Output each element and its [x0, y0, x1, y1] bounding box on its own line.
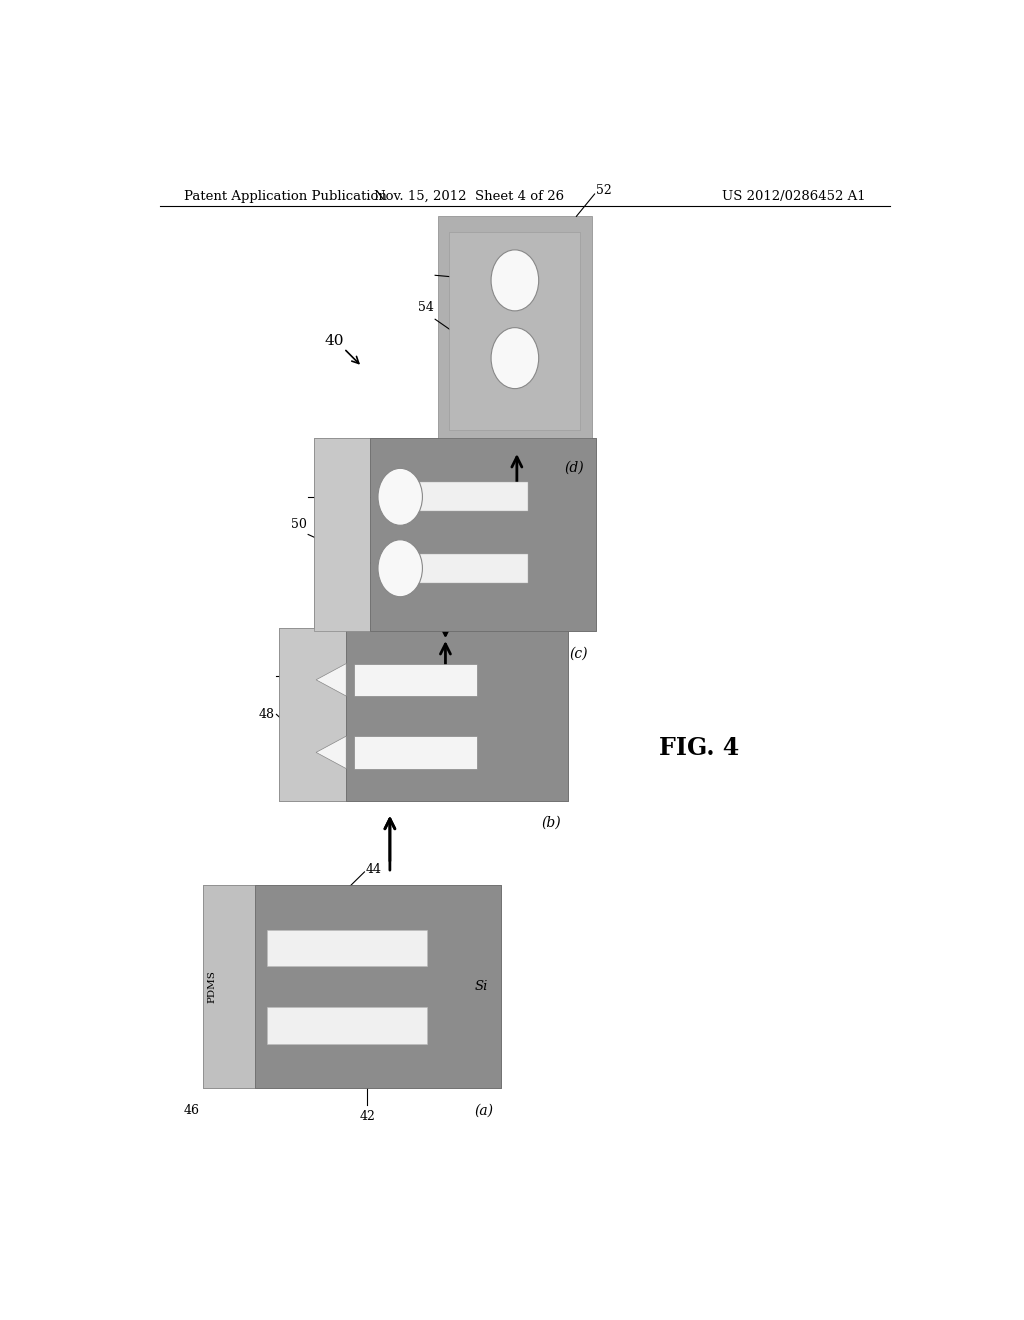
Bar	[370, 438, 596, 631]
Text: Si: Si	[474, 981, 487, 993]
Text: (b): (b)	[541, 816, 560, 830]
Text: (c): (c)	[569, 647, 588, 660]
Text: 52: 52	[596, 185, 612, 198]
Text: US 2012/0286452 A1: US 2012/0286452 A1	[722, 190, 866, 202]
Bar	[314, 438, 370, 631]
Text: FIG. 4: FIG. 4	[659, 737, 739, 760]
Text: 46: 46	[183, 1105, 200, 1117]
Bar	[204, 886, 501, 1089]
Bar	[267, 929, 427, 966]
Text: 54: 54	[418, 301, 433, 314]
Bar	[388, 554, 528, 582]
Polygon shape	[316, 737, 346, 768]
Text: 42: 42	[359, 1110, 375, 1123]
Bar	[267, 1007, 427, 1044]
Bar	[255, 886, 501, 1089]
Text: 48: 48	[259, 708, 274, 721]
Text: Patent Application Publication: Patent Application Publication	[183, 190, 386, 202]
Text: PDMS: PDMS	[207, 970, 216, 1003]
Bar	[354, 737, 477, 768]
Text: (d): (d)	[564, 461, 585, 474]
Bar	[450, 231, 581, 430]
Text: 44: 44	[367, 863, 382, 876]
Bar	[388, 482, 528, 511]
Bar	[279, 628, 568, 801]
Circle shape	[378, 469, 423, 525]
Circle shape	[492, 327, 539, 388]
Bar	[354, 664, 477, 696]
Bar	[437, 216, 592, 445]
Polygon shape	[316, 664, 346, 696]
Text: 50: 50	[291, 519, 306, 532]
Bar	[346, 628, 568, 801]
Bar	[279, 628, 346, 801]
Bar	[314, 438, 596, 631]
Text: Nov. 15, 2012  Sheet 4 of 26: Nov. 15, 2012 Sheet 4 of 26	[374, 190, 564, 202]
Circle shape	[378, 540, 423, 597]
Text: 40: 40	[325, 334, 344, 348]
Bar	[204, 886, 255, 1089]
Text: (a): (a)	[474, 1104, 494, 1118]
Circle shape	[492, 249, 539, 312]
